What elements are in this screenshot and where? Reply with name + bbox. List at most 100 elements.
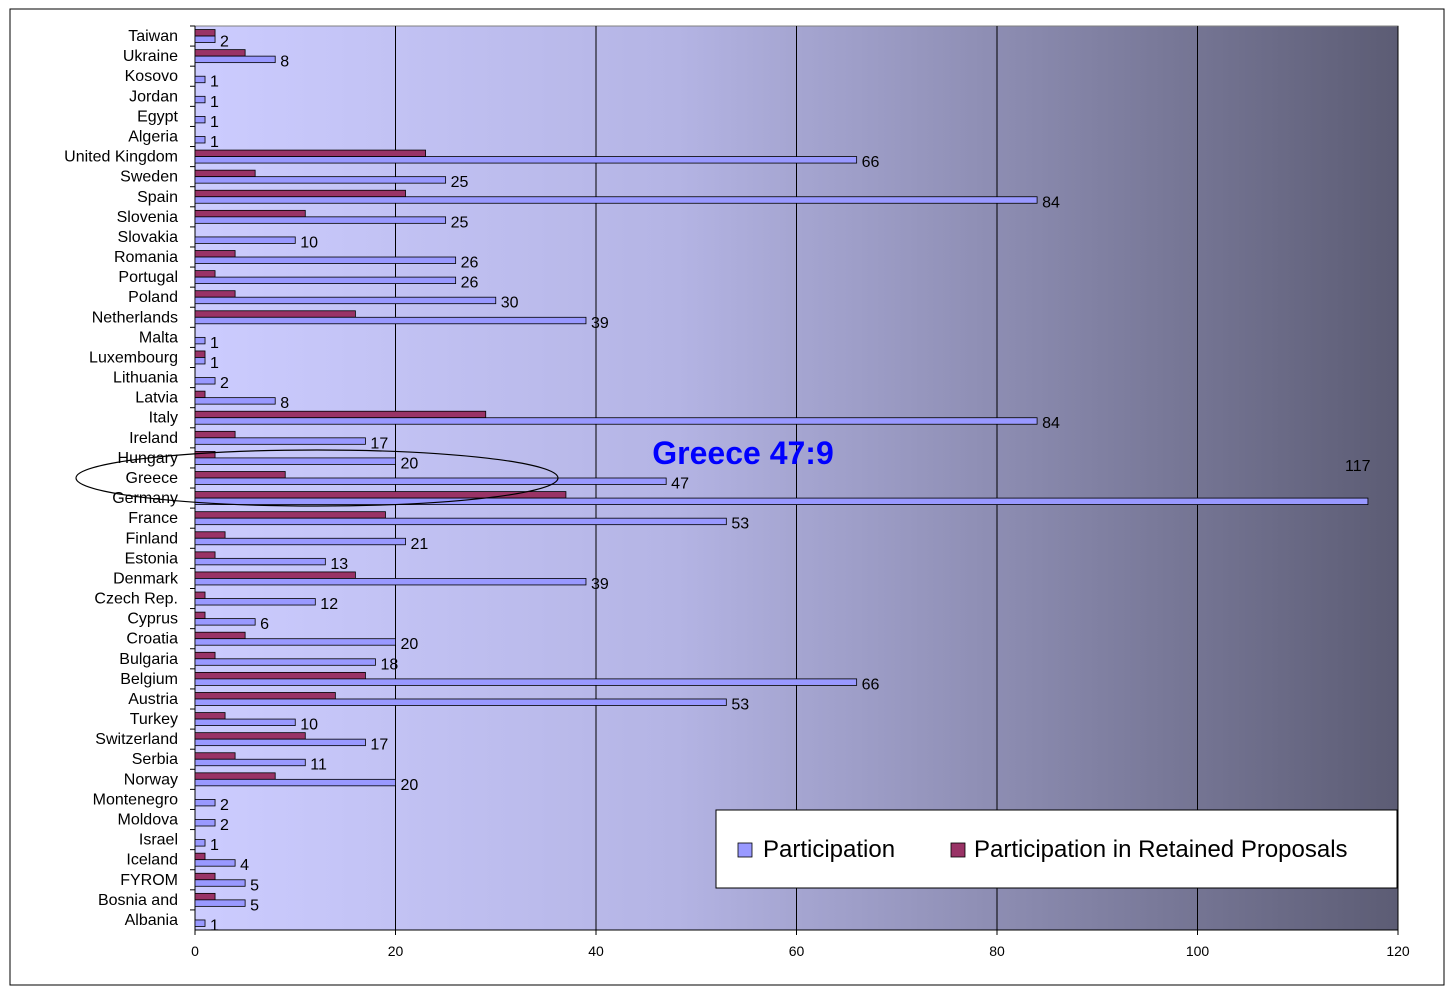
bar-participation-serbia xyxy=(194,758,306,767)
category-label-luxembourg: Luxembourg xyxy=(89,349,178,366)
category-label-cyprus: Cyprus xyxy=(127,611,178,628)
category-label-united-kingdom: United Kingdom xyxy=(64,149,178,166)
value-label-egypt: 1 xyxy=(210,114,219,131)
bar-retained-france xyxy=(194,511,386,519)
bar-participation-israel xyxy=(194,839,206,847)
value-label-netherlands: 39 xyxy=(591,315,609,332)
value-label-switzerland: 17 xyxy=(370,737,388,754)
value-label-greece: 47 xyxy=(671,476,689,493)
bar-participation-slovenia xyxy=(194,216,447,224)
legend-label-participation-in-retained-proposals: Participation in Retained Proposals xyxy=(974,836,1348,863)
bar-retained-switzerland xyxy=(194,732,306,740)
category-label-lithuania: Lithuania xyxy=(113,370,178,387)
value-label-czech-rep: 12 xyxy=(320,596,338,613)
value-label-croatia: 20 xyxy=(401,636,419,653)
value-label-turkey: 10 xyxy=(300,717,318,734)
bar-retained-italy xyxy=(194,410,487,419)
value-label-latvia: 8 xyxy=(280,395,289,412)
value-label-moldova: 2 xyxy=(220,817,229,834)
bar-retained-bosnia-and xyxy=(194,892,216,901)
value-label-estonia: 13 xyxy=(330,556,348,573)
category-label-ukraine: Ukraine xyxy=(123,48,178,65)
category-label-slovenia: Slovenia xyxy=(117,209,178,226)
bar-retained-sweden xyxy=(194,169,256,178)
bar-retained-turkey xyxy=(194,712,226,720)
category-label-switzerland: Switzerland xyxy=(95,731,178,748)
x-tick-labels: 0 20 40 60 80 100 120 xyxy=(191,943,1410,959)
bar-participation-poland xyxy=(194,296,497,305)
legend-swatch-participation-in-retained-proposals xyxy=(950,842,966,858)
category-label-czech-rep: Czech Rep. xyxy=(94,591,178,608)
category-label-italy: Italy xyxy=(149,410,178,427)
bar-retained-iceland xyxy=(194,852,206,861)
value-label-poland: 30 xyxy=(501,295,519,312)
value-label-slovakia: 10 xyxy=(300,234,318,251)
bar-retained-portugal xyxy=(194,270,216,278)
value-label-ireland: 17 xyxy=(370,435,388,452)
value-label-algeria: 1 xyxy=(210,134,219,151)
category-label-romania: Romania xyxy=(114,249,178,266)
category-label-latvia: Latvia xyxy=(135,390,178,407)
bar-participation-moldova xyxy=(194,819,216,827)
bar-retained-greece xyxy=(194,471,286,479)
value-label-albania: 1 xyxy=(210,917,219,934)
value-label-taiwan: 2 xyxy=(220,34,229,51)
value-label-bulgaria: 18 xyxy=(380,656,398,673)
bar-retained-united-kingdom xyxy=(194,149,426,157)
bar-participation-spain xyxy=(194,196,1038,204)
category-label-malta: Malta xyxy=(139,329,178,346)
bar-participation-france xyxy=(194,517,727,526)
bar-participation-ireland xyxy=(194,437,366,445)
bar-retained-croatia xyxy=(194,631,246,640)
annotation-text-0: Greece 47:9 xyxy=(652,435,833,471)
bar-participation-kosovo xyxy=(194,75,206,84)
category-label-fyrom: FYROM xyxy=(120,872,178,889)
bar-participation-ukraine xyxy=(194,55,276,64)
value-label-luxembourg: 1 xyxy=(210,355,219,372)
bar-participation-slovakia xyxy=(194,236,296,244)
bar-participation-sweden xyxy=(194,176,447,184)
bar-retained-poland xyxy=(194,290,236,298)
value-label-ukraine: 8 xyxy=(280,54,289,71)
category-label-austria: Austria xyxy=(128,691,178,708)
category-label-jordan: Jordan xyxy=(129,88,178,105)
category-label-sweden: Sweden xyxy=(120,169,178,186)
bar-participation-greece xyxy=(194,477,667,485)
category-labels: Taiwan Ukraine Kosovo Jordan Egypt Algeria Uni… xyxy=(64,28,179,929)
bar-participation-montenegro xyxy=(194,799,216,807)
bar-participation-italy xyxy=(194,417,1038,425)
x-tick-label-100: 100 xyxy=(1186,943,1210,959)
x-tick-label-40: 40 xyxy=(588,943,604,959)
bar-participation-lithuania xyxy=(194,377,216,385)
category-label-turkey: Turkey xyxy=(130,711,178,728)
bar-participation-netherlands xyxy=(194,316,587,325)
value-label-bosnia-and: 5 xyxy=(250,897,259,914)
value-label-serbia: 11 xyxy=(310,757,327,774)
category-label-greece: Greece xyxy=(126,470,179,487)
legend: Participation Participation in Retained P… xyxy=(715,809,1398,889)
bar-retained-norway xyxy=(194,772,276,780)
bar-retained-serbia xyxy=(194,752,236,760)
bar-retained-ireland xyxy=(194,430,236,439)
bar-retained-cyprus xyxy=(194,611,206,620)
bar-participation-bosnia-and xyxy=(194,899,246,907)
bar-participation-united-kingdom xyxy=(194,156,858,164)
bar-retained-slovenia xyxy=(194,209,306,218)
highlight-ellipse-greece xyxy=(75,449,559,507)
legend-label-participation: Participation xyxy=(763,836,895,863)
category-label-montenegro: Montenegro xyxy=(93,791,178,808)
value-label-romania: 26 xyxy=(461,255,479,272)
category-label-croatia: Croatia xyxy=(126,631,178,648)
value-label-fyrom: 5 xyxy=(250,877,259,894)
bar-participation-norway xyxy=(194,778,396,787)
bar-participation-jordan xyxy=(194,95,206,104)
bar-retained-latvia xyxy=(194,390,206,399)
bar-participation-denmark xyxy=(194,578,587,586)
bar-retained-taiwan xyxy=(194,29,216,37)
value-label-hungary: 20 xyxy=(401,455,419,472)
category-label-france: France xyxy=(128,510,178,527)
value-label-iceland: 4 xyxy=(240,857,249,874)
value-label-portugal: 26 xyxy=(461,275,479,292)
